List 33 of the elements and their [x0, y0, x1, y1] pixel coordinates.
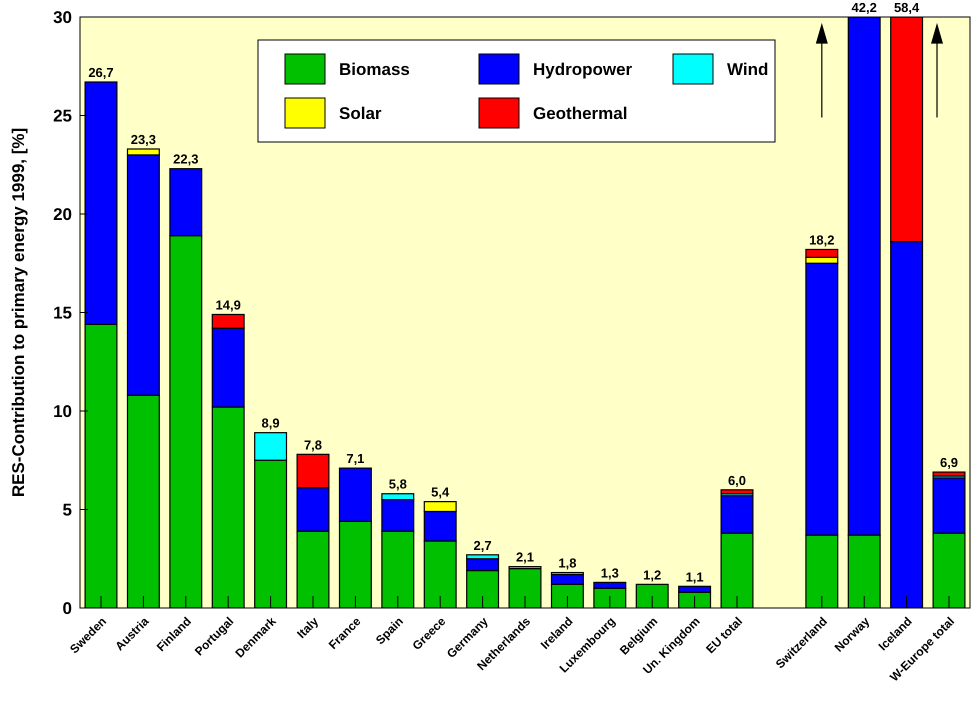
y-tick-label: 0: [62, 598, 72, 618]
total-label: 2,7: [474, 538, 492, 553]
y-tick-label: 15: [53, 303, 72, 322]
total-label: 22,3: [173, 152, 198, 167]
total-label: 5,4: [431, 484, 450, 500]
annotation: 58,4: [894, 0, 920, 15]
legend-label: Hydropower: [533, 60, 633, 79]
total-label: 26,7: [88, 65, 114, 80]
y-tick-label: 25: [53, 106, 72, 126]
total-label: 5,8: [388, 476, 407, 492]
total-label: 18,2: [809, 232, 834, 248]
total-label: 1,2: [643, 567, 662, 582]
y-tick-label: 30: [53, 8, 72, 27]
y-tick-label: 5: [62, 500, 72, 520]
total-label: 23,3: [130, 132, 156, 147]
total-label: 7,8: [304, 437, 322, 452]
total-label: 6,0: [728, 472, 746, 488]
total-label: 14,9: [216, 297, 241, 312]
total-label: 8,9: [262, 416, 280, 431]
y-axis-title: RES-Contribution to primary energy 1999, [%]: [9, 128, 28, 498]
total-label: 6,9: [940, 455, 958, 470]
legend-label: Geothermal: [533, 104, 628, 123]
total-label: 1,3: [600, 565, 619, 580]
total-label: 2,1: [516, 550, 534, 565]
y-tick-label: 10: [53, 402, 72, 421]
total-label: 1,8: [558, 556, 576, 571]
annotation: 42,2: [852, 0, 877, 15]
total-label: 7,1: [346, 451, 364, 466]
total-label: 1,1: [686, 569, 704, 584]
y-tick-label: 20: [53, 204, 72, 224]
legend-label: Solar: [339, 104, 382, 123]
legend-label: Biomass: [339, 60, 410, 79]
legend-label: Wind: [727, 60, 768, 79]
